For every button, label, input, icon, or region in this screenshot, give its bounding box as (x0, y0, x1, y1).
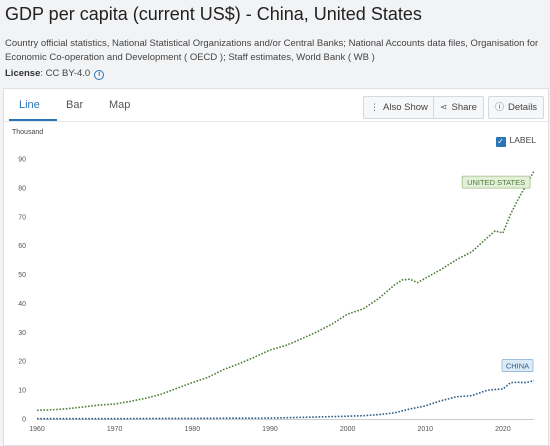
label-checkbox[interactable]: ✓ (495, 137, 506, 147)
series-label-box (461, 175, 531, 189)
series-label-box (501, 359, 534, 372)
series-label-text: UNITED STATES (467, 178, 525, 187)
series-line-united-states[interactable] (36, 170, 535, 412)
series-labels: UNITED STATES CHINA (461, 175, 534, 372)
y-tick-label: 90 (18, 157, 26, 164)
info-icon[interactable]: i (94, 70, 105, 80)
y-tick-label: 20 (18, 359, 26, 366)
line-chart: Thousand 0 10 20 30 40 50 60 70 80 90 1960 1970 198… (12, 129, 535, 433)
y-tick-label: 10 (18, 388, 26, 395)
y-unit-label: Thousand (12, 129, 43, 136)
y-tick-label: 50 (18, 272, 26, 279)
x-tick-label: 2000 (340, 426, 356, 433)
license-label: License (5, 68, 41, 79)
y-tick-label: 60 (18, 243, 26, 250)
x-tick-label: 1990 (262, 426, 278, 433)
share-label: Share (451, 102, 477, 113)
also-show-button[interactable]: ⋮ Also Show (363, 96, 435, 119)
y-tick-label: 0 (22, 417, 26, 424)
details-label: Details (508, 102, 538, 113)
also-show-label: Also Show (383, 102, 428, 113)
label-toggle[interactable]: ✓ LABEL (495, 135, 536, 147)
y-tick-label: 80 (18, 185, 26, 192)
active-tab-indicator (9, 119, 57, 121)
license-line: License: CC BY-4.0 i (5, 68, 105, 80)
view-tabs: Line Bar Map (4, 89, 204, 123)
series-label-united-states: UNITED STATES (461, 175, 531, 189)
tab-line[interactable]: Line (19, 99, 40, 111)
source-note: Country official statistics, National St… (5, 38, 539, 63)
license-value: : CC BY-4.0 (40, 68, 91, 79)
x-axis: 1960 1970 1980 1990 2000 2010 2020 (29, 426, 511, 433)
series-label-china: CHINA (501, 359, 534, 372)
x-tick-label: 1980 (185, 426, 201, 433)
series-line-china[interactable] (37, 379, 535, 420)
label-toggle-text: LABEL (509, 135, 536, 145)
details-button[interactable]: ⓘ Details (488, 96, 545, 119)
x-tick-label: 2020 (495, 426, 511, 433)
chart-panel: Line Bar Map ⋮ Also Show ⋖ Share ⓘ Details … (3, 88, 549, 446)
x-tick-label: 1960 (29, 426, 45, 433)
share-button[interactable]: ⋖ Share (433, 96, 484, 119)
series-lines (36, 170, 535, 420)
y-tick-label: 30 (18, 330, 26, 337)
x-tick-label: 1970 (107, 426, 123, 433)
series-label-text: CHINA (506, 361, 529, 370)
y-axis: 0 10 20 30 40 50 60 70 80 90 (18, 157, 26, 424)
info-circle-icon: ⓘ (495, 102, 505, 112)
tab-bar[interactable]: Bar (66, 99, 84, 111)
vertical-dots-icon: ⋮ (370, 102, 379, 112)
y-tick-label: 40 (18, 301, 26, 308)
page-title: GDP per capita (current US$) - China, Un… (5, 4, 422, 24)
y-tick-label: 70 (18, 214, 26, 221)
tabs-divider (4, 121, 548, 122)
share-icon: ⋖ (440, 102, 448, 112)
x-tick-label: 2010 (417, 426, 433, 433)
tab-map[interactable]: Map (109, 99, 131, 111)
